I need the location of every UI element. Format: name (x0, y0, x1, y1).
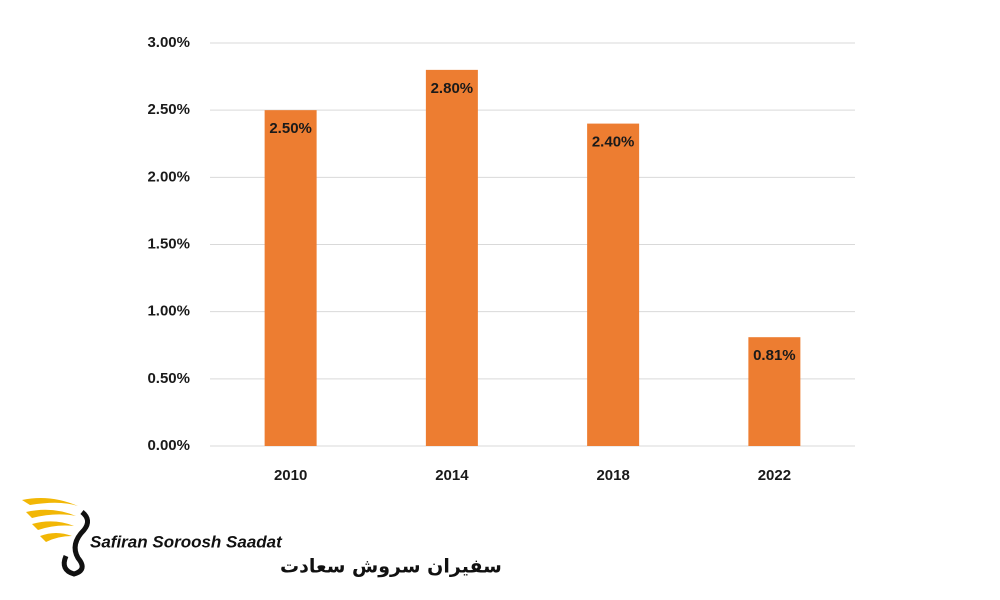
logo-name-fa: سفیران سروش سعادت (280, 556, 502, 578)
x-tick-label: 2018 (596, 467, 629, 484)
bar (587, 123, 640, 446)
x-tick-label: 2014 (435, 467, 469, 484)
bar (264, 110, 317, 447)
y-tick-label: 0.00% (147, 437, 190, 454)
y-tick-label: 3.00% (147, 34, 190, 51)
logo-swan (61, 510, 90, 577)
y-tick-label: 1.00% (147, 303, 190, 320)
y-tick-label: 2.50% (147, 101, 190, 118)
y-tick-label: 0.50% (147, 370, 190, 387)
bar (748, 337, 801, 446)
logo-name: Safiran Soroosh Saadat (90, 532, 283, 551)
logo-wing (40, 533, 72, 542)
bar (425, 69, 478, 446)
value-label: 0.81% (753, 347, 796, 364)
x-tick-label: 2010 (274, 467, 307, 484)
y-tick-label: 2.00% (147, 168, 190, 185)
value-label: 2.40% (592, 134, 635, 151)
y-tick-label: 1.50% (147, 235, 190, 252)
logo-wing (22, 498, 78, 506)
value-label: 2.50% (269, 120, 312, 137)
x-tick-label: 2022 (758, 467, 791, 484)
logo: Safiran Soroosh Saadat سفیران سروش سعادت (22, 498, 502, 578)
logo-wing (32, 521, 74, 530)
value-label: 2.80% (431, 80, 474, 97)
logo-wing (26, 509, 76, 518)
